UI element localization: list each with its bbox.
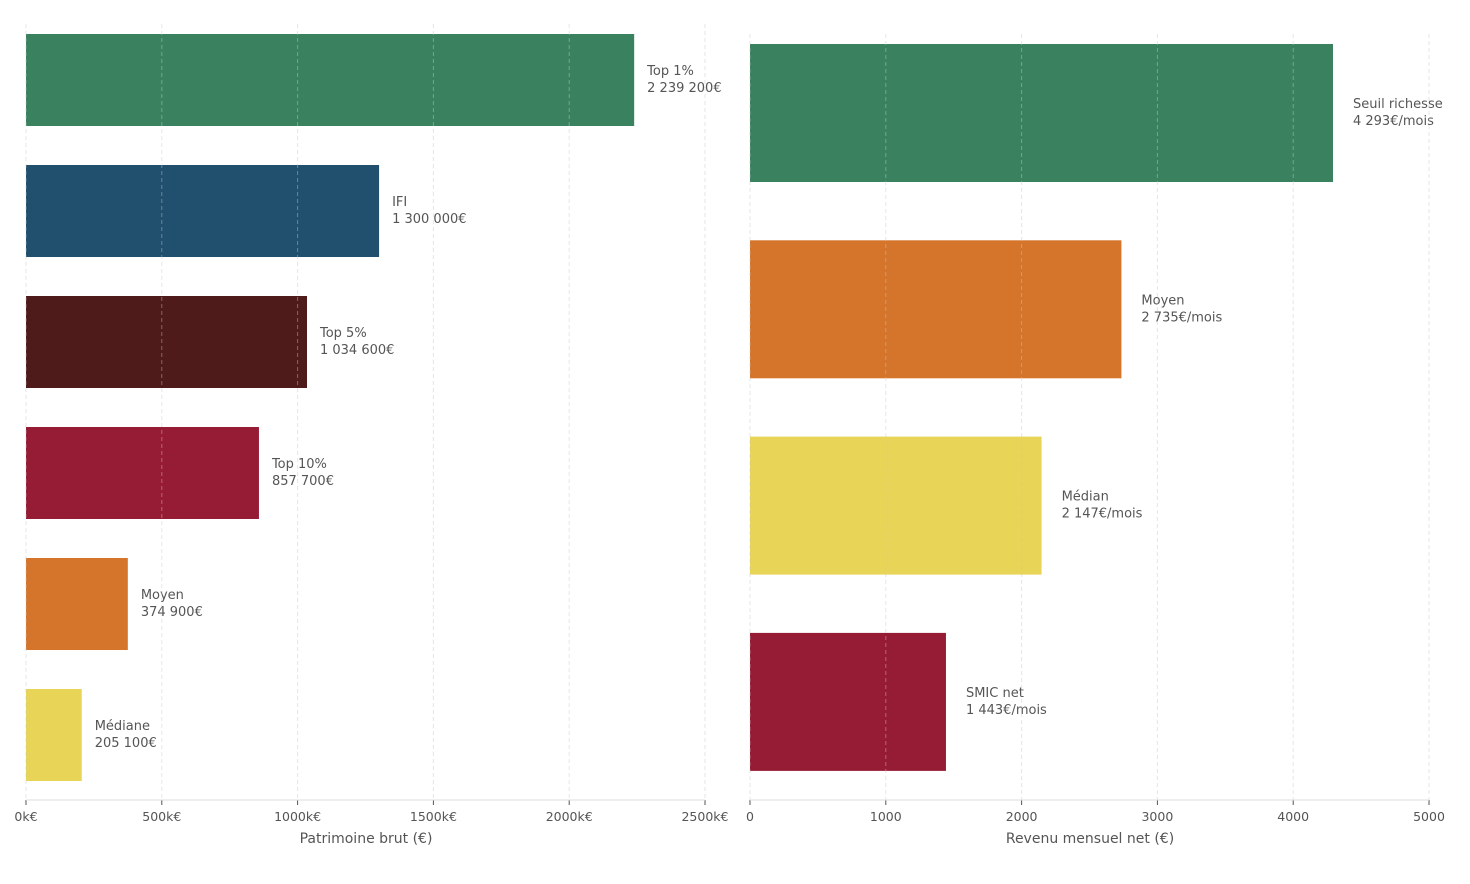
bar-category-label: Moyen [1141,293,1184,308]
bar [26,296,307,388]
bar-value-label: 4 293€/mois [1353,114,1434,129]
bar-value-label: 1 300 000€ [392,212,466,227]
bar-category-label: Top 1% [646,64,694,79]
tick-label: 2000 [1006,809,1038,824]
bar-value-label: 2 735€/mois [1141,310,1222,325]
bar [26,34,635,126]
bar [26,558,128,650]
bar-value-label: 1 443€/mois [966,703,1047,718]
bar [26,427,259,519]
bar-value-label: 2 147€/mois [1062,507,1143,522]
tick-label: 1500k€ [410,809,457,824]
tick-label: 0k€ [14,809,37,824]
bar [750,44,1333,182]
bar [750,436,1042,575]
tick-label: 1000 [870,809,902,824]
bar [26,689,82,781]
panel-1: Top 1% 2 239 200€ IFI 1 300 000€ Top 5% 1 034… [14,24,729,847]
x-axis-title: Patrimoine brut (€) [300,831,433,847]
bar-category-label: Médian [1062,490,1109,505]
tick-label: 500k€ [142,809,181,824]
bar-value-label: 205 100€ [95,736,157,751]
bar-value-label: 374 900€ [141,605,203,620]
bar-category-label: Seuil richesse [1353,97,1443,112]
bar-category-label: IFI [392,195,407,210]
tick-label: 2000k€ [546,809,593,824]
bar-category-label: Médiane [95,719,150,734]
tick-label: 3000 [1141,809,1173,824]
bar-category-label: Top 5% [319,326,367,341]
bar [750,632,946,771]
bar [26,165,380,257]
bar-value-label: 857 700€ [272,474,334,489]
bar-category-label: Moyen [141,588,184,603]
x-axis-title: Revenu mensuel net (€) [1006,831,1174,847]
tick-label: 5000 [1413,809,1445,824]
bar-category-label: SMIC net [966,686,1024,701]
bar [750,240,1122,379]
bar-value-label: 2 239 200€ [647,81,721,96]
tick-label: 0 [746,809,754,824]
tick-label: 1000k€ [274,809,321,824]
tick-label: 2500k€ [681,809,728,824]
panel-2: Seuil richesse 4 293€/mois Moyen 2 735€/moi… [746,34,1445,847]
bar-category-label: Top 10% [271,457,327,472]
bar-value-label: 1 034 600€ [320,343,394,358]
tick-label: 4000 [1277,809,1309,824]
